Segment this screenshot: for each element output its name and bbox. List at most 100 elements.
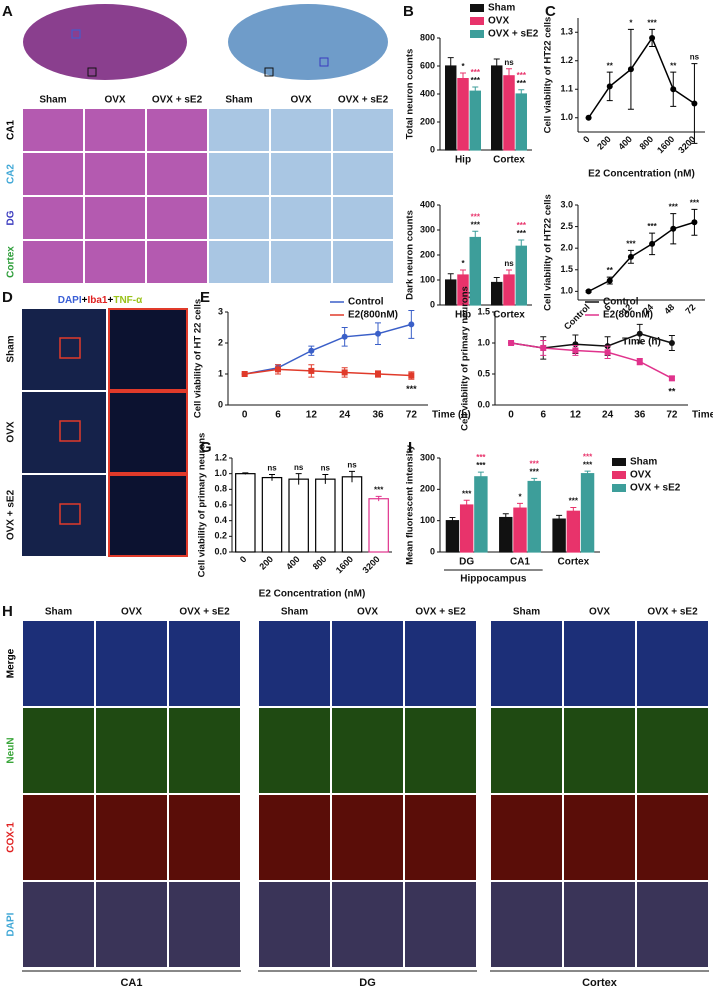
group-label: Hippocampus [460,574,527,585]
micrograph [271,197,331,239]
legend-label: Sham [630,457,657,468]
micrograph [209,241,269,283]
y-axis-label: Cell viability of primary neurons [460,286,471,431]
x-tick-label: Control [562,302,592,332]
x-tick-label: CA1 [510,557,530,568]
significance-label: * [461,259,465,268]
column-label: OVX + sE2 [338,95,389,106]
micrograph [23,795,94,880]
micrograph [96,795,167,880]
error-bar [506,68,512,83]
panel-letter: H [2,603,13,620]
x-axis-label: E2 Concentration (nM) [259,589,366,600]
bar [445,65,457,151]
y-tick-label: 1.5 [560,264,573,274]
bar [469,90,481,151]
significance-label: ns [321,464,331,473]
group-label: CA1 [120,977,142,989]
micrograph [147,241,207,283]
y-axis-label: Cell viability of HT 22 cells [193,299,204,418]
point [636,330,643,337]
x-tick-label: 1600 [655,134,676,155]
error-bar [322,473,329,484]
bar [491,65,503,151]
row-label: Sham [6,335,17,362]
error-bar [502,513,509,522]
significance-label: *** [690,198,700,207]
x-tick-label: 48 [662,302,676,316]
panel-title: DAPI+Iba1+TNF-α [58,295,143,306]
point [341,369,348,376]
error-bar [570,507,577,516]
column-label: OVX + sE2 [152,95,203,106]
row-label: OVX + sE2 [6,489,17,540]
column-label: OVX [121,607,142,618]
significance-label: *** [517,79,527,88]
y-tick-label: 0.2 [214,531,227,541]
point [691,100,698,107]
y-tick-label: 300 [420,452,435,462]
significance-label: ** [607,266,614,275]
error-bar [447,273,454,287]
significance-label: ns [267,464,277,473]
group-label: DG [359,977,376,989]
x-axis-label: Time (h) [432,410,471,421]
y-tick-label: 2.0 [560,243,573,253]
micrograph [259,708,330,793]
x-tick-label: Cortex [493,310,525,321]
micrograph [209,109,269,151]
micrograph [209,197,269,239]
y-tick-label: 0 [430,546,435,556]
point [627,253,634,260]
roi-box [319,57,329,67]
point [649,240,656,247]
x-tick-label: 800 [637,134,655,152]
point [606,83,613,90]
significance-label: *** [626,239,636,248]
significance-label: *** [476,461,486,470]
error-bar [269,473,275,481]
significance-label: *** [669,203,679,212]
y-tick-label: 0 [430,144,435,154]
micrograph [333,241,393,283]
error-bar [449,517,456,524]
roi-box [59,337,81,359]
x-tick-label: Cortex [493,155,525,166]
title-part: TNF-α [113,295,143,306]
y-tick-label: 1.2 [560,55,573,65]
x-tick-label: 6 [275,410,281,421]
line [588,221,695,293]
y-tick-label: 0 [430,299,435,309]
row-label: OVX [6,421,17,442]
micrograph [405,708,476,793]
x-tick-label: 24 [602,410,614,421]
micrograph [85,153,145,195]
y-tick-label: 800 [420,32,435,42]
roi-box [59,420,81,442]
x-tick-label: 72 [666,410,678,421]
bar [459,504,474,553]
y-tick-label: 200 [420,484,435,494]
y-tick-label: 3 [218,306,223,316]
point [627,66,634,73]
significance-label: *** [530,467,540,476]
y-tick-label: 1.1 [560,84,573,94]
row-label: CA2 [6,164,17,184]
point [636,358,643,365]
brain-section-he [23,4,187,80]
y-axis-label: Mean fluorescent intensity [405,444,416,565]
error-bar [518,239,525,253]
micrograph [637,795,708,880]
point [691,219,698,226]
column-label: OVX [290,95,311,106]
error-bar [472,86,479,96]
row-label: NeuN [6,737,17,763]
micrograph [637,708,708,793]
micrograph [564,795,635,880]
x-axis-label: Time (h) [622,337,661,348]
x-tick-label: 3200 [361,554,382,575]
legend-label: E2(800nM) [348,310,398,321]
x-axis-label: E2 Concentration (nM) [588,169,695,180]
legend-swatch [612,458,626,466]
x-tick-label: 72 [683,302,697,316]
